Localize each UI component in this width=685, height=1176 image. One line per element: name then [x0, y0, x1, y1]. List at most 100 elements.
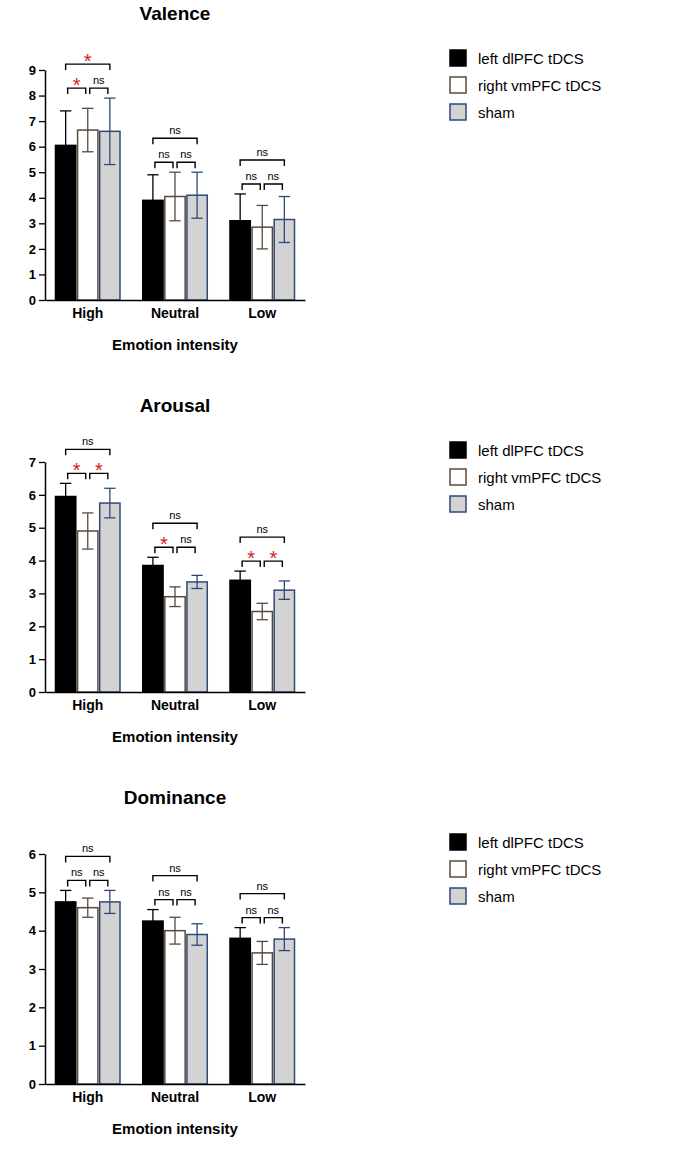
- legend-label: right vmPFC tDCS: [478, 469, 601, 486]
- y-tick-label: 3: [29, 216, 36, 231]
- error-bar-stem: [109, 488, 110, 518]
- error-bar-cap: [60, 509, 71, 510]
- significance-label: ns: [82, 842, 94, 854]
- error-bar-stem: [196, 172, 197, 218]
- error-bar-stem: [87, 108, 88, 151]
- error-bar-cap: [169, 606, 180, 607]
- y-tick-mark: [39, 892, 45, 893]
- error-bar: [82, 513, 93, 549]
- y-tick-label: 2: [29, 1000, 36, 1015]
- y-tick: 2: [29, 619, 45, 634]
- y-axis: 0123456: [29, 847, 46, 1092]
- y-tick-label: 1: [29, 652, 36, 667]
- significance-label: *: [73, 74, 81, 96]
- bar: [143, 566, 163, 693]
- significance-label: ns: [180, 148, 192, 160]
- x-tick: Neutral: [151, 1084, 199, 1105]
- significance-bracket: [153, 138, 197, 144]
- legend-swatch: [450, 104, 466, 120]
- y-tick-label: 4: [29, 190, 37, 205]
- error-bar-stem: [152, 910, 153, 933]
- error-bar-cap: [279, 927, 290, 928]
- bar: [274, 590, 294, 692]
- error-bar-stem: [152, 175, 153, 226]
- error-bar-cap: [104, 913, 115, 914]
- error-bar-cap: [60, 110, 71, 111]
- x-tick-label: High: [72, 305, 103, 321]
- error-bar-cap: [82, 151, 93, 152]
- error-bar: [191, 924, 202, 945]
- y-tick-label: 2: [29, 242, 36, 257]
- significance-bracket: [68, 880, 86, 886]
- y-tick-mark: [39, 223, 45, 224]
- significance-label: ns: [93, 866, 105, 878]
- legend-label: right vmPFC tDCS: [478, 77, 601, 94]
- error-bar-stem: [196, 575, 197, 588]
- y-tick-label: 3: [29, 962, 36, 977]
- significance-bracket: [240, 537, 284, 543]
- y-tick: 0: [29, 1077, 45, 1092]
- significance-bracket: [177, 547, 195, 553]
- x-tick: High: [72, 300, 103, 321]
- error-bar: [60, 890, 71, 913]
- error-bar-cap: [234, 570, 245, 571]
- error-bar-cap: [257, 964, 268, 965]
- error-bar-cap: [104, 488, 115, 489]
- figure: Valence0123456789HighNeutralLowEmotion i…: [0, 0, 685, 1176]
- error-bar-stem: [262, 941, 263, 964]
- y-tick-mark: [39, 1084, 45, 1085]
- error-bar-stem: [87, 513, 88, 549]
- error-bar-cap: [191, 575, 202, 576]
- y-tick-mark: [39, 626, 45, 627]
- error-bar-cap: [279, 580, 290, 581]
- y-tick-label: 1: [29, 267, 36, 282]
- y-tick-label: 9: [29, 63, 36, 78]
- error-bar-cap: [257, 205, 268, 206]
- bar: [230, 580, 250, 692]
- significance-bracket: [66, 856, 110, 862]
- error-bar: [257, 205, 268, 248]
- y-tick: 5: [29, 165, 45, 180]
- y-tick: 2: [29, 1000, 45, 1015]
- significance-label: ns: [256, 880, 268, 892]
- bar: [78, 130, 98, 300]
- error-bar-cap: [82, 512, 93, 513]
- x-axis-line: [46, 300, 306, 302]
- legend-item: sham: [450, 496, 515, 513]
- bar: [100, 503, 120, 692]
- legend-swatch: [450, 861, 466, 877]
- y-axis: 01234567: [29, 455, 46, 700]
- y-tick-label: 4: [29, 923, 37, 938]
- y-tick: 5: [29, 520, 45, 535]
- significance-brackets: **ns*nsns**ns: [66, 435, 285, 569]
- error-bar-cap: [234, 948, 245, 949]
- error-bar: [60, 111, 71, 180]
- y-tick: 6: [29, 847, 45, 862]
- y-tick-mark: [39, 931, 45, 932]
- chart-title: Dominance: [124, 787, 226, 808]
- significance-label: ns: [169, 124, 181, 136]
- y-tick-mark: [39, 70, 45, 71]
- significance-bracket: [90, 880, 108, 886]
- significance-bracket: [155, 900, 173, 906]
- bar: [230, 938, 250, 1084]
- error-bar-cap: [147, 225, 158, 226]
- bar: [78, 908, 98, 1084]
- error-bar: [169, 587, 180, 607]
- error-bar-cap: [257, 248, 268, 249]
- y-tick-label: 1: [29, 1038, 36, 1053]
- error-bar-cap: [104, 97, 115, 98]
- bar: [252, 612, 272, 693]
- legend-swatch: [450, 50, 466, 66]
- y-tick: 3: [29, 586, 45, 601]
- error-bar-stem: [174, 172, 175, 221]
- error-bar-cap: [279, 950, 290, 951]
- error-bar-stem: [174, 917, 175, 944]
- significance-bracket: [177, 900, 195, 906]
- x-axis: HighNeutralLow: [46, 1084, 306, 1105]
- y-tick-mark: [39, 249, 45, 250]
- y-tick: 0: [29, 293, 45, 308]
- x-tick: High: [72, 692, 103, 713]
- error-bar-cap: [191, 923, 202, 924]
- bar: [187, 935, 207, 1085]
